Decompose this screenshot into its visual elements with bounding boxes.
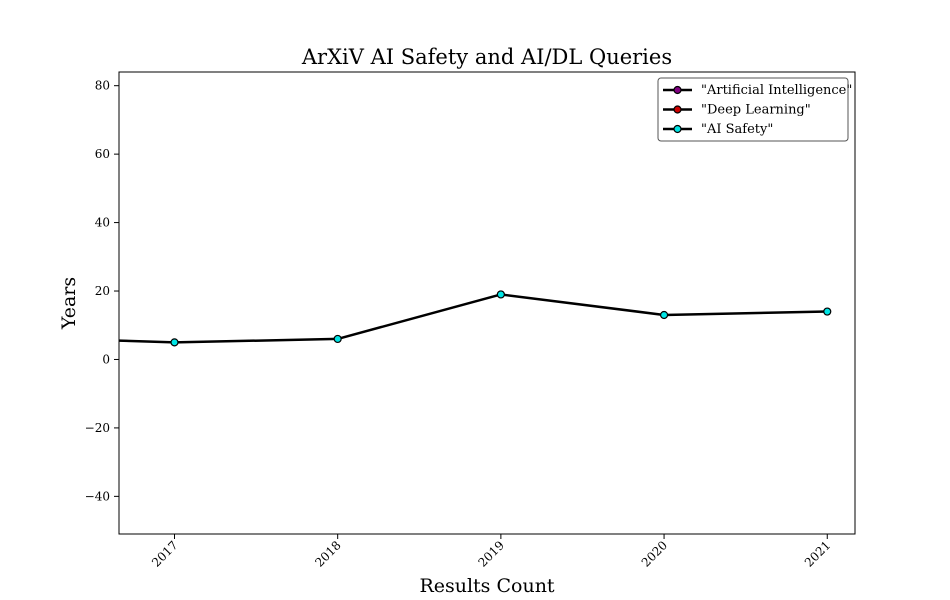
- data-point: [659, 310, 669, 320]
- plot-area: [118, 71, 856, 535]
- x-tick-label: 2020: [639, 538, 670, 569]
- legend-marker: [673, 85, 682, 95]
- data-point: [333, 334, 342, 344]
- series-lines: [118, 290, 832, 347]
- legend-label: "AI Safety": [701, 122, 773, 137]
- y-tick-label: 20: [95, 284, 110, 298]
- data-point: [170, 338, 179, 347]
- y-tick-label: 0: [102, 352, 110, 366]
- y-axis: 80 60 40 20 0 −20 −40: [85, 79, 119, 503]
- x-tick-label: 2021: [802, 538, 833, 569]
- legend-marker: [673, 105, 682, 114]
- legend-label: "Artificial Intelligence": [701, 83, 852, 98]
- x-tick-label: 2017: [149, 538, 180, 569]
- y-tick-label: 80: [95, 79, 110, 93]
- x-tick-label: 2019: [475, 538, 506, 569]
- legend-frame: [657, 77, 849, 142]
- legend: "Artificial Intelligence" "Deep Learning"…: [657, 77, 852, 142]
- x-tick-label: 2018: [312, 538, 343, 569]
- series-line: [118, 293, 828, 344]
- y-tick-label: −20: [85, 421, 110, 435]
- x-axis-label: Results Count: [419, 575, 554, 597]
- y-tick-label: −40: [85, 489, 110, 503]
- x-axis: 2017 2018 2019 2020 2021: [149, 534, 833, 570]
- y-tick-label: 60: [95, 147, 110, 161]
- data-point: [496, 290, 505, 299]
- chart-title: ArXiV AI Safety and AI/DL Queries: [301, 45, 672, 69]
- legend-label: "Deep Learning": [701, 103, 811, 118]
- y-axis-label: Years: [58, 277, 80, 330]
- data-point: [823, 307, 832, 316]
- legend-marker: [673, 124, 682, 134]
- y-tick-label: 40: [95, 216, 110, 230]
